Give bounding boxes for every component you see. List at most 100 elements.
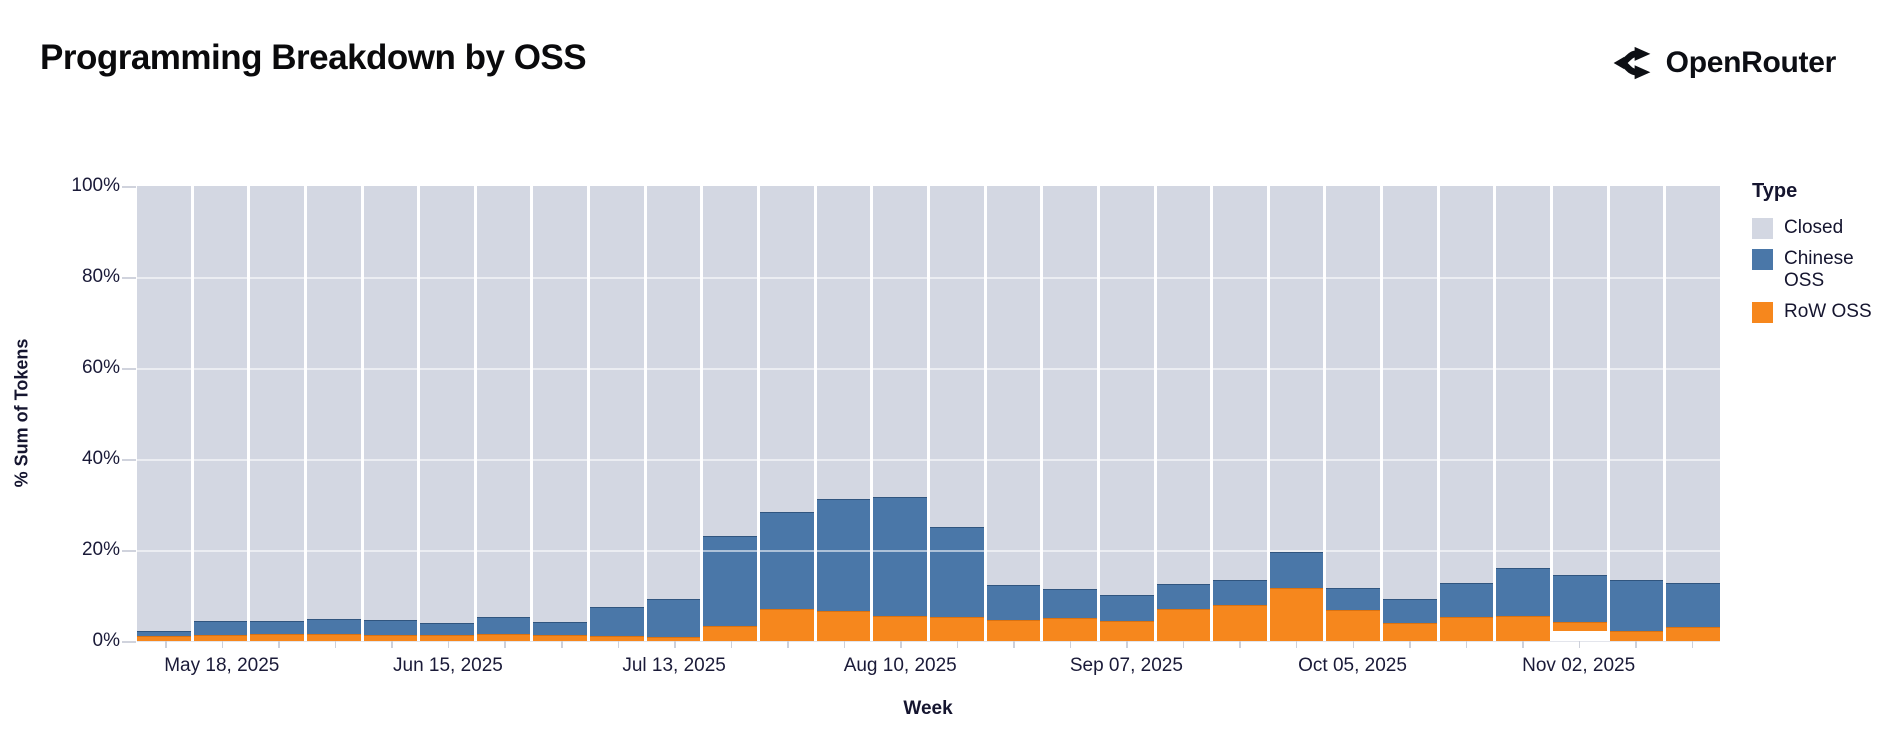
bar-segment-row-oss[interactable]	[1099, 620, 1154, 641]
bar-segment-chinese-oss[interactable]	[646, 599, 701, 637]
bar-segment-row-oss[interactable]	[929, 617, 984, 641]
stacked-bar-may-18-2025[interactable]	[193, 186, 248, 641]
bar-segment-closed[interactable]	[1043, 186, 1097, 590]
stacked-bar-jul-06-2025[interactable]	[590, 186, 644, 641]
stacked-bar-sep-14-2025[interactable]	[1156, 186, 1211, 641]
stacked-bar-aug-24-2025[interactable]	[986, 186, 1041, 641]
bar-segment-closed[interactable]	[986, 186, 1041, 586]
bar-segment-chinese-oss[interactable]	[1099, 595, 1154, 621]
stacked-bar-jul-13-2025[interactable]	[646, 186, 701, 641]
bar-segment-chinese-oss[interactable]	[816, 499, 871, 611]
bar-segment-chinese-oss[interactable]	[1553, 574, 1607, 622]
bar-segment-closed[interactable]	[816, 186, 871, 500]
bar-segment-chinese-oss[interactable]	[1383, 599, 1437, 624]
bar-segment-closed[interactable]	[703, 186, 758, 537]
bar-segment-chinese-oss[interactable]	[1439, 583, 1494, 617]
bar-segment-row-oss[interactable]	[1383, 623, 1437, 641]
bar-segment-closed[interactable]	[1666, 186, 1720, 584]
bar-segment-row-oss[interactable]	[250, 634, 304, 641]
stacked-bar-oct-19-2025[interactable]	[1439, 186, 1494, 641]
stacked-bar-nov-09-2025[interactable]	[1609, 186, 1664, 641]
bar-segment-closed[interactable]	[193, 186, 248, 622]
bar-segment-row-oss[interactable]	[1496, 615, 1551, 641]
bar-segment-row-oss[interactable]	[137, 635, 191, 641]
bar-segment-row-oss[interactable]	[703, 626, 758, 641]
bar-segment-chinese-oss[interactable]	[250, 620, 304, 635]
bar-segment-row-oss[interactable]	[816, 610, 871, 641]
bar-segment-row-oss[interactable]	[1666, 627, 1720, 641]
stacked-bar-jun-01-2025[interactable]	[306, 186, 361, 641]
bar-segment-row-oss[interactable]	[1269, 588, 1324, 641]
bar-segment-closed[interactable]	[1269, 186, 1324, 552]
bar-segment-chinese-oss[interactable]	[703, 536, 758, 627]
bar-segment-closed[interactable]	[420, 186, 474, 623]
bar-segment-row-oss[interactable]	[193, 634, 248, 641]
bar-segment-row-oss[interactable]	[1609, 630, 1664, 641]
bar-segment-row-oss[interactable]	[590, 635, 644, 641]
stacked-bar-aug-10-2025[interactable]	[873, 186, 927, 641]
bar-segment-chinese-oss[interactable]	[1156, 584, 1211, 610]
bar-segment-closed[interactable]	[1326, 186, 1381, 588]
stacked-bar-oct-05-2025[interactable]	[1326, 186, 1381, 641]
bar-segment-closed[interactable]	[1156, 186, 1211, 585]
stacked-bar-aug-17-2025[interactable]	[929, 186, 984, 641]
stacked-bar-may-11-2025[interactable]	[137, 186, 191, 641]
bar-segment-chinese-oss[interactable]	[760, 511, 814, 610]
stacked-bar-oct-12-2025[interactable]	[1383, 186, 1437, 641]
bar-segment-closed[interactable]	[1439, 186, 1494, 584]
bar-segment-closed[interactable]	[646, 186, 701, 600]
stacked-bar-jun-22-2025[interactable]	[476, 186, 531, 641]
bar-segment-chinese-oss[interactable]	[420, 622, 474, 636]
bar-segment-chinese-oss[interactable]	[533, 621, 588, 635]
bar-segment-chinese-oss[interactable]	[476, 616, 531, 635]
bar-segment-row-oss[interactable]	[1439, 616, 1494, 641]
bar-segment-closed[interactable]	[306, 186, 361, 619]
bar-segment-row-oss[interactable]	[306, 633, 361, 641]
stacked-bar-sep-07-2025[interactable]	[1099, 186, 1154, 641]
bar-segment-row-oss[interactable]	[476, 634, 531, 641]
bar-segment-chinese-oss[interactable]	[1496, 567, 1551, 616]
bar-segment-chinese-oss[interactable]	[1269, 551, 1324, 589]
bar-segment-closed[interactable]	[590, 186, 644, 608]
bar-segment-chinese-oss[interactable]	[137, 630, 191, 636]
bar-segment-row-oss[interactable]	[646, 636, 701, 641]
stacked-bar-jun-29-2025[interactable]	[533, 186, 588, 641]
bar-segment-chinese-oss[interactable]	[929, 527, 984, 618]
bar-segment-chinese-oss[interactable]	[986, 585, 1041, 621]
bar-segment-row-oss[interactable]	[363, 635, 418, 641]
bar-segment-row-oss[interactable]	[873, 615, 927, 641]
stacked-bar-nov-16-2025[interactable]	[1666, 186, 1720, 641]
bar-segment-closed[interactable]	[533, 186, 588, 622]
stacked-bar-oct-26-2025[interactable]	[1496, 186, 1551, 641]
bar-segment-chinese-oss[interactable]	[1213, 580, 1267, 606]
bar-segment-closed[interactable]	[760, 186, 814, 512]
stacked-bar-jul-27-2025[interactable]	[760, 186, 814, 641]
bar-segment-chinese-oss[interactable]	[1609, 580, 1664, 631]
bar-segment-closed[interactable]	[873, 186, 927, 498]
bar-segment-row-oss[interactable]	[760, 609, 814, 641]
bar-segment-closed[interactable]	[1099, 186, 1154, 596]
bar-segment-chinese-oss[interactable]	[1326, 587, 1381, 611]
stacked-bar-jul-20-2025[interactable]	[703, 186, 758, 641]
bar-segment-row-oss[interactable]	[533, 634, 588, 641]
bar-segment-row-oss[interactable]	[1326, 610, 1381, 641]
bar-segment-chinese-oss[interactable]	[306, 618, 361, 634]
stacked-bar-jun-15-2025[interactable]	[420, 186, 474, 641]
bar-segment-row-oss[interactable]	[1553, 621, 1607, 632]
legend-item-closed[interactable]: Closed	[1752, 217, 1880, 239]
bar-segment-closed[interactable]	[1609, 186, 1664, 581]
stacked-bar-aug-03-2025[interactable]	[816, 186, 871, 641]
bar-segment-closed[interactable]	[476, 186, 531, 617]
bar-segment-closed[interactable]	[250, 186, 304, 621]
stacked-bar-sep-28-2025[interactable]	[1269, 186, 1324, 641]
bar-segment-closed[interactable]	[1213, 186, 1267, 581]
bar-segment-closed[interactable]	[1496, 186, 1551, 568]
bar-segment-closed[interactable]	[929, 186, 984, 528]
bar-segment-chinese-oss[interactable]	[590, 607, 644, 636]
bar-segment-chinese-oss[interactable]	[193, 621, 248, 635]
bar-segment-chinese-oss[interactable]	[873, 497, 927, 616]
bar-segment-closed[interactable]	[1553, 186, 1607, 575]
legend-item-chinese-oss[interactable]: Chinese OSS	[1752, 248, 1880, 292]
bar-segment-row-oss[interactable]	[1043, 617, 1097, 641]
stacked-bar-may-25-2025[interactable]	[250, 186, 304, 641]
